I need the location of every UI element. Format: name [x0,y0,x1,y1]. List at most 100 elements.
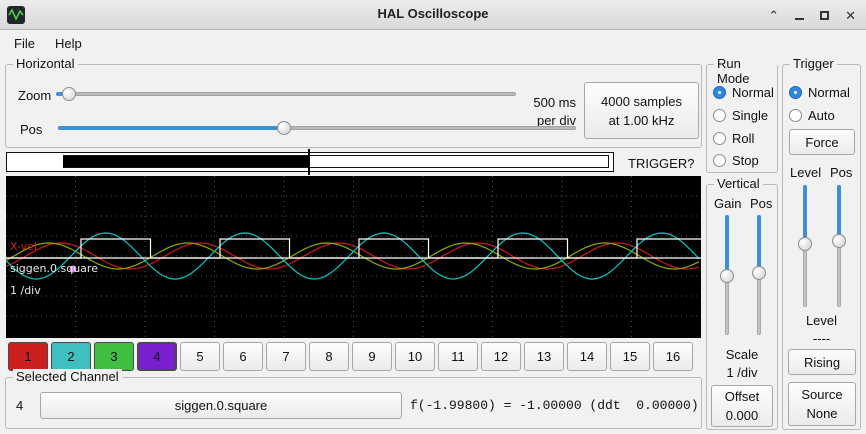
menu-help[interactable]: Help [54,36,82,51]
trigger-position-marker[interactable] [308,149,310,175]
radio-icon [713,109,726,122]
selected-channel-group-label: Selected Channel [13,369,122,384]
vertical-offset-label: Offset [724,389,760,404]
pos-slider[interactable] [58,119,576,137]
channel-button-8[interactable]: 8 [309,342,349,371]
pos-slider-fill [58,126,284,130]
ch1-trace [6,242,700,270]
run-mode-stop-label: Stop [732,153,759,168]
run-mode-single[interactable]: Single [713,108,768,123]
scope-selected-label: siggen.0.square [10,262,98,275]
radio-icon [789,109,802,122]
ch3-trace [6,242,700,270]
vertical-pos-slider[interactable] [750,215,768,335]
channel-button-7[interactable]: 7 [266,342,306,371]
channel-button-14[interactable]: 14 [567,342,607,371]
trigger-level-col-label: Level [790,165,822,180]
trigger-pos-handle[interactable] [832,234,846,248]
vertical-pos-handle[interactable] [752,266,766,280]
channel-button-10[interactable]: 10 [395,342,435,371]
run-mode-group: Run Mode Normal Single Roll Stop [706,56,778,173]
radio-icon [713,132,726,145]
titlebar: HAL Oscilloscope ⌃ ✕ [0,0,866,30]
trigger-pos-fill [837,185,841,240]
radio-icon [789,86,802,99]
channel-button-11[interactable]: 11 [438,342,478,371]
channel-button-6[interactable]: 6 [223,342,263,371]
minimize-icon[interactable] [795,18,805,20]
samples-button[interactable]: 4000 samples at 1.00 kHz [584,82,699,139]
app-icon [7,6,25,24]
trigger-auto-label: Auto [808,108,835,123]
trigger-normal[interactable]: Normal [789,85,850,100]
selected-channel-group: Selected Channel 4 siggen.0.square f(-1.… [5,369,702,429]
channel-button-12[interactable]: 12 [481,342,521,371]
channel-row: 1 2 3 4 5 6 7 8 9 10 11 12 13 14 15 16 [8,342,693,371]
scope-svg [6,176,701,338]
scope-ch1-label: X-vel [10,240,37,253]
vertical-scale-label: Scale [725,347,759,362]
channel-button-4[interactable]: 4 [137,342,177,371]
channel-button-9[interactable]: 9 [352,342,392,371]
vertical-group-label: Vertical [714,176,763,191]
channel-button-1[interactable]: 1 [8,342,48,371]
window-title: HAL Oscilloscope [377,6,489,21]
run-mode-normal[interactable]: Normal [713,85,774,100]
trigger-source-label: Source [801,387,843,402]
vertical-gain-handle[interactable] [720,269,734,283]
trigger-level-slider[interactable] [796,185,814,307]
radio-icon [713,154,726,167]
record-preview-bar[interactable] [6,152,614,172]
trigger-normal-label: Normal [808,85,850,100]
pos-label: Pos [20,122,43,137]
trigger-auto[interactable]: Auto [789,108,835,123]
zoom-slider-handle[interactable] [62,87,76,101]
menu-file[interactable]: File [14,36,35,51]
run-mode-stop[interactable]: Stop [713,153,759,168]
channel-button-5[interactable]: 5 [180,342,220,371]
scope-scale-label: 1 /div [10,284,41,297]
trigger-pos-slider[interactable] [830,185,848,307]
horizontal-group: Horizontal Zoom 500 ms per div 4000 samp… [5,56,702,148]
trigger-edge-button[interactable]: Rising [788,349,856,375]
scope-display[interactable]: X-vel siggen.0.square 1 /div [6,176,701,338]
trigger-group: Trigger Normal Auto Force Level Pos Leve… [782,56,861,430]
channel-button-3[interactable]: 3 [94,342,134,371]
channel-button-2[interactable]: 2 [51,342,91,371]
vertical-gain-slider[interactable] [718,215,736,335]
channel-button-13[interactable]: 13 [524,342,564,371]
channel-button-15[interactable]: 15 [610,342,650,371]
vertical-pos-fill [757,215,761,272]
timebase-line1: 500 ms [533,95,576,110]
trigger-level-label: Level [805,313,838,328]
trigger-level-handle[interactable] [798,237,812,251]
maximize-icon[interactable] [820,10,830,20]
shade-icon[interactable]: ⌃ [768,7,780,23]
zoom-slider-groove [56,92,516,96]
vertical-scale-value: 1 /div [726,365,758,380]
trigger-pos-col-label: Pos [830,165,853,180]
vertical-offset-button[interactable]: Offset 0.000 [711,385,773,427]
channel-button-16[interactable]: 16 [653,342,693,371]
trigger-group-label: Trigger [790,56,837,71]
zoom-slider[interactable] [56,85,516,103]
close-icon[interactable]: ✕ [845,7,856,23]
run-mode-normal-label: Normal [732,85,774,100]
samples-line1: 4000 samples [601,93,682,109]
menubar: File Help [0,31,866,56]
ch2-trace [6,232,700,280]
trigger-edge-label: Rising [803,354,841,370]
selected-channel-name: siggen.0.square [174,398,268,413]
selected-channel-number: 4 [16,398,24,413]
zoom-slider-fill [56,92,66,96]
trigger-source-button[interactable]: Source None [788,382,856,426]
run-mode-group-label: Run Mode [714,56,777,86]
record-filled-bar [63,156,310,167]
force-button[interactable]: Force [789,129,855,155]
cursor-dot [69,265,77,273]
run-mode-roll-label: Roll [732,131,755,146]
pos-slider-handle[interactable] [277,121,291,135]
selected-channel-name-button[interactable]: siggen.0.square [40,392,402,419]
vertical-gain-fill [725,215,729,275]
run-mode-roll[interactable]: Roll [713,131,754,146]
